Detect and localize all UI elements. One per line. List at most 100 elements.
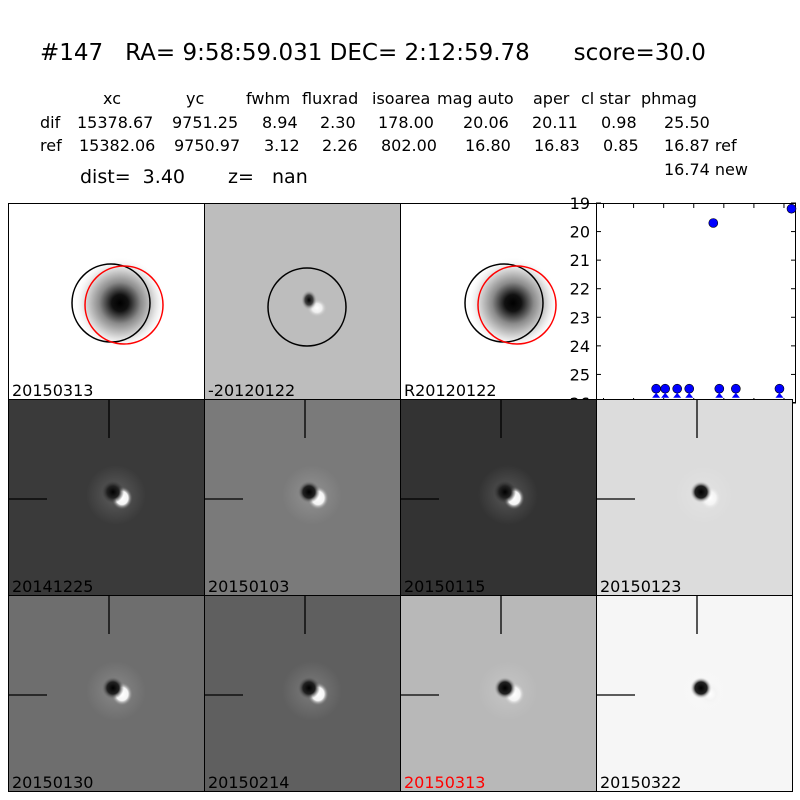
panel-date-label: 20150115 (404, 577, 486, 596)
upper-limit-point (660, 383, 670, 394)
phmag-new-value: 16.74 new (664, 160, 748, 179)
data-point (708, 218, 719, 228)
column-header: mag auto (437, 89, 514, 108)
data-point (786, 203, 797, 214)
residual-negative (301, 290, 317, 310)
stamp-image (71, 257, 166, 349)
stamp-panel-reference: R20120122 (400, 203, 597, 400)
upper-limit-point (714, 383, 725, 394)
stamp-image (401, 596, 538, 721)
upper-limit-point (774, 383, 785, 394)
y-tick-label: 24 (570, 337, 590, 356)
residual-negative (494, 481, 516, 503)
redshift-readout: z= nan (228, 166, 308, 188)
light-curve-svg: 1920212223242526−120−100−80−60−40−200 (570, 194, 797, 424)
difference-stamp-panel: 20150322 (596, 595, 793, 792)
panel-date-label: R20120122 (404, 381, 497, 400)
table-cell: 9751.25 (172, 113, 239, 132)
difference-stamp-panel: 20150130 (8, 595, 205, 792)
table-cell: 16.80 (465, 136, 511, 155)
upper-limit-arrow (775, 392, 784, 398)
upper-limit-point (731, 383, 741, 394)
stamp-image (597, 400, 734, 525)
stamp-image (267, 267, 347, 347)
stamp-image (205, 400, 342, 525)
y-tick-label: 21 (570, 251, 590, 270)
panel-date-label: 20141225 (12, 577, 94, 596)
stamp-image (597, 596, 734, 721)
residual-negative (298, 677, 320, 699)
table-cell: 178.00 (378, 113, 434, 132)
panel-date-label: 20150313 (12, 381, 94, 400)
column-header: phmag (641, 89, 697, 108)
table-cell: 15382.06 (79, 136, 156, 155)
stamp-panel-difference: -20120122 (204, 203, 401, 400)
panel-date-label: 20150103 (208, 577, 290, 596)
column-header: xc (103, 89, 121, 108)
stamp-image (9, 400, 146, 525)
upper-limit-arrow (685, 392, 694, 398)
stamp-image (464, 257, 559, 349)
distance-readout: dist= 3.40 (80, 166, 185, 188)
y-tick-label: 20 (570, 223, 590, 242)
table-cell: 0.85 (603, 136, 639, 155)
column-header: isoarea (372, 89, 431, 108)
residual-negative (690, 677, 712, 699)
page-title: #147 RA= 9:58:59.031 DEC= 2:12:59.78 sco… (40, 40, 706, 66)
difference-stamp-panel: 20150214 (204, 595, 401, 792)
stamp-image (205, 596, 342, 721)
table-cell: 16.87 ref (664, 136, 737, 155)
column-header: aper (533, 89, 570, 108)
residual-negative (690, 481, 712, 503)
difference-stamp-panel: 20150115 (400, 399, 597, 596)
stamp-image (401, 400, 538, 525)
stamp-image (9, 596, 146, 721)
difference-stamp-panel: 20150313 (400, 595, 597, 792)
row-label: dif (40, 113, 61, 132)
table-cell: 8.94 (262, 113, 298, 132)
upper-limit-arrow (673, 392, 682, 398)
table-cell: 20.06 (463, 113, 509, 132)
panel-date-label: 20150214 (208, 773, 290, 792)
column-header: fwhm (246, 89, 291, 108)
residual-negative (102, 481, 124, 503)
column-header: fluxrad (302, 89, 359, 108)
y-tick-label: 23 (570, 308, 590, 327)
upper-limit-point (684, 383, 695, 394)
table-cell: 2.26 (322, 136, 358, 155)
table-cell: 802.00 (381, 136, 437, 155)
table-cell: 9750.97 (174, 136, 241, 155)
panel-date-label: 20150313 (404, 773, 486, 792)
difference-stamp-panel: 20141225 (8, 399, 205, 596)
plot-frame (596, 203, 796, 403)
upper-limit-arrow (715, 392, 724, 398)
table-cell: 2.30 (320, 113, 356, 132)
aperture-circle-new (84, 265, 164, 345)
panel-date-label: -20120122 (208, 381, 296, 400)
stamp-panel-new: 20150313 (8, 203, 205, 400)
panel-date-label: 20150322 (600, 773, 682, 792)
difference-stamp-panel: 20150103 (204, 399, 401, 596)
table-cell: 0.98 (601, 113, 637, 132)
panel-date-label: 20150123 (600, 577, 682, 596)
upper-limit-arrow (661, 392, 670, 398)
light-curve-chart: 1920212223242526−120−100−80−60−40−200 (570, 194, 797, 424)
upper-limit-point (672, 383, 683, 394)
row-label: ref (40, 136, 62, 155)
residual-negative (102, 677, 124, 699)
column-header: yc (186, 89, 205, 108)
table-cell: 15378.67 (77, 113, 154, 132)
y-tick-label: 22 (570, 280, 590, 299)
residual-negative (494, 677, 516, 699)
upper-limit-point (651, 383, 661, 394)
y-tick-label: 19 (570, 194, 590, 213)
table-cell: 20.11 (532, 113, 578, 132)
difference-stamp-panel: 20150123 (596, 399, 793, 596)
table-cell: 25.50 (664, 113, 710, 132)
column-header: cl star (581, 89, 631, 108)
aperture-circle-new (477, 265, 557, 345)
upper-limit-arrow (731, 392, 740, 398)
upper-limit-arrow (652, 392, 661, 398)
aperture-circle-ref (267, 267, 347, 347)
table-cell: 16.83 (534, 136, 580, 155)
